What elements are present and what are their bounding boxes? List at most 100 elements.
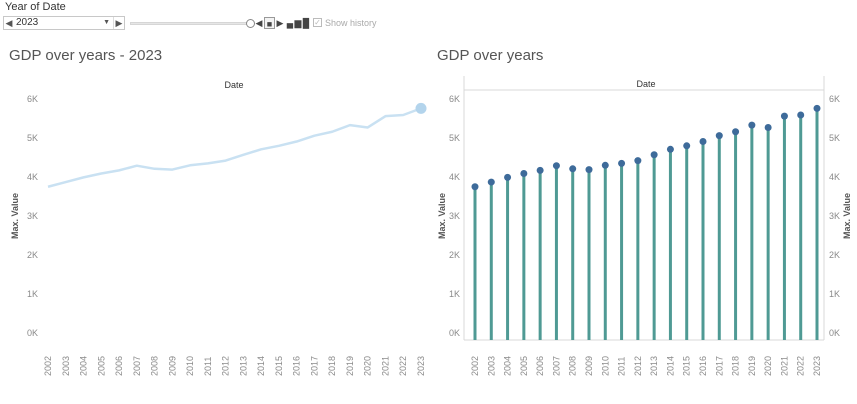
year-dropdown-value: 2023 <box>16 17 39 28</box>
step-back-icon[interactable]: ◀ <box>255 18 263 28</box>
right-x-tick-label: 2005 <box>519 356 529 376</box>
right-y-tick-label-right: 3K <box>829 211 840 221</box>
lollipop-dot <box>732 128 740 136</box>
left-x-tick-label: 2012 <box>221 356 231 376</box>
left-x-tick-label: 2010 <box>185 356 195 376</box>
right-x-tick-label: 2014 <box>665 356 675 376</box>
right-x-tick-label: 2013 <box>649 356 659 376</box>
right-y-tick-label-right: 6K <box>829 94 840 104</box>
step-forward-icon[interactable]: ▶ <box>276 18 284 28</box>
left-x-tick-label: 2022 <box>398 356 408 376</box>
right-y-tick-label-left: 2K <box>449 250 460 260</box>
lollipop-dot <box>618 159 626 167</box>
right-x-tick-label: 2019 <box>747 356 757 376</box>
left-x-tick-label: 2004 <box>79 356 89 376</box>
left-y-tick-label: 3K <box>27 211 38 221</box>
left-highlight-point <box>415 102 427 114</box>
lollipop-dot <box>585 166 593 174</box>
lollipop-dot <box>536 166 544 174</box>
lollipop-dot <box>764 123 772 131</box>
gdp-line-chart: Date 0K 1K 2K 3K 4K 5K 6K Max. Value 2002 2003 2004… <box>10 80 427 376</box>
left-x-tick-label: 2009 <box>167 356 177 376</box>
lollipop-dot <box>683 142 691 150</box>
left-y-axis-label: Max. Value <box>10 193 20 239</box>
right-chart-date-header: Date <box>636 79 655 89</box>
right-x-tick-label: 2023 <box>812 356 822 376</box>
year-slider-thumb[interactable] <box>246 19 255 28</box>
right-x-tick-label: 2022 <box>796 356 806 376</box>
left-x-tick-label: 2005 <box>96 356 106 376</box>
speed-fast-icon[interactable]: █ <box>302 18 310 28</box>
right-chart-title: GDP over years <box>437 47 544 64</box>
lollipop-dot <box>699 138 707 146</box>
right-y-tick-label-left: 3K <box>449 211 460 221</box>
left-x-tick-label: 2011 <box>203 357 213 376</box>
lollipop-dot <box>715 132 723 140</box>
right-y-axis-label-left: Max. Value <box>437 193 447 239</box>
speed-slow-icon[interactable]: ▄ <box>286 18 294 28</box>
next-year-icon[interactable]: ▶ <box>113 17 124 29</box>
left-x-tick-label: 2019 <box>345 356 355 376</box>
left-y-tick-label: 6K <box>27 94 38 104</box>
right-x-tick-label: 2006 <box>535 356 545 376</box>
left-x-tick-label: 2015 <box>274 356 284 376</box>
left-x-tick-label: 2014 <box>256 356 266 376</box>
right-x-tick-label: 2010 <box>600 356 610 376</box>
left-y-tick-label: 5K <box>27 133 38 143</box>
right-x-tick-label: 2011 <box>617 357 627 376</box>
right-y-tick-label-right: 1K <box>829 289 840 299</box>
left-chart-date-header: Date <box>224 80 243 90</box>
lollipop-dot <box>748 121 756 129</box>
right-y-tick-label-left: 5K <box>449 133 460 143</box>
right-x-tick-label: 2015 <box>682 356 692 376</box>
year-filter-title: Year of Date <box>5 1 66 13</box>
right-x-tick-label: 2017 <box>714 356 724 376</box>
left-x-tick-label: 2017 <box>309 356 319 376</box>
left-gdp-line <box>47 107 422 188</box>
right-y-tick-label-left: 0K <box>449 328 460 338</box>
left-chart-title: GDP over years - 2023 <box>9 47 163 64</box>
right-y-tick-label-left: 6K <box>449 94 460 104</box>
lollipop-dot <box>780 112 788 120</box>
year-dropdown[interactable]: ◀ 2023 ▼ ▶ <box>3 16 125 30</box>
right-y-tick-label-right: 2K <box>829 250 840 260</box>
right-y-tick-label-left: 1K <box>449 289 460 299</box>
chevron-down-icon[interactable]: ▼ <box>103 19 110 26</box>
left-x-tick-label: 2008 <box>150 356 160 376</box>
left-y-tick-label: 0K <box>27 328 38 338</box>
left-y-tick-label: 1K <box>27 289 38 299</box>
right-y-tick-label-left: 4K <box>449 172 460 182</box>
gdp-lollipop-chart: Date 0K 0K 1K 1K 2K 2K 3K 3K 4K 4K 5K 5K 6K 6K Max. Val… <box>437 76 852 376</box>
lollipop-dot <box>504 173 512 181</box>
lollipop-dot <box>552 162 560 170</box>
lollipop-dot <box>797 111 805 119</box>
lollipop-dot <box>666 145 674 153</box>
right-x-tick-label: 2008 <box>568 356 578 376</box>
lollipop-dot <box>650 151 658 159</box>
lollipop-dot <box>520 169 528 177</box>
right-y-tick-label-right: 4K <box>829 172 840 182</box>
right-x-tick-label: 2018 <box>731 356 741 376</box>
left-y-tick-label: 2K <box>27 250 38 260</box>
left-x-tick-label: 2021 <box>380 356 390 376</box>
stop-icon[interactable]: ■ <box>264 17 275 29</box>
left-x-tick-label: 2018 <box>327 356 337 376</box>
lollipop-dot <box>813 104 821 112</box>
right-x-tick-label: 2012 <box>633 356 643 376</box>
left-x-tick-label: 2020 <box>363 356 373 376</box>
right-x-tick-label: 2002 <box>470 356 480 376</box>
right-x-tick-label: 2009 <box>584 356 594 376</box>
lollipop-dot <box>601 161 609 169</box>
previous-year-icon[interactable]: ◀ <box>5 18 13 28</box>
right-x-tick-label: 2004 <box>503 356 513 376</box>
left-x-tick-label: 2002 <box>43 356 53 376</box>
left-y-tick-label: 4K <box>27 172 38 182</box>
speed-medium-icon[interactable]: ▆ <box>294 18 302 28</box>
right-y-axis-label-right: Max. Value <box>842 193 852 239</box>
right-y-tick-label-right: 5K <box>829 133 840 143</box>
lollipop-dot <box>634 157 642 165</box>
show-history-checkbox[interactable]: ✓ <box>313 18 322 27</box>
show-history-label: Show history <box>325 18 377 28</box>
left-x-tick-label: 2016 <box>292 356 302 376</box>
right-y-tick-label-right: 0K <box>829 328 840 338</box>
